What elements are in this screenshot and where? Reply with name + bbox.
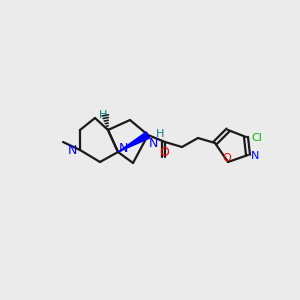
Text: H: H xyxy=(99,110,107,120)
Text: O: O xyxy=(223,153,231,163)
Text: O: O xyxy=(159,146,169,159)
Text: H: H xyxy=(156,129,164,139)
Text: Cl: Cl xyxy=(251,133,262,143)
Text: N: N xyxy=(149,137,158,150)
Text: N: N xyxy=(251,151,260,161)
Polygon shape xyxy=(118,132,150,152)
Text: N: N xyxy=(119,142,128,155)
Text: N: N xyxy=(68,143,77,157)
